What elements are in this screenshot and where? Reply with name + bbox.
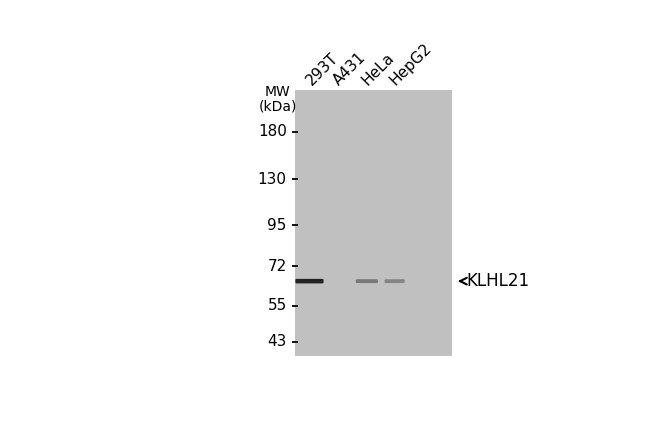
Bar bbox=[295, 89, 452, 356]
Text: 130: 130 bbox=[258, 172, 287, 187]
FancyBboxPatch shape bbox=[385, 279, 405, 283]
Text: 43: 43 bbox=[267, 334, 287, 349]
Text: 95: 95 bbox=[267, 218, 287, 233]
FancyBboxPatch shape bbox=[295, 279, 324, 284]
Text: A431: A431 bbox=[330, 49, 369, 88]
Text: HepG2: HepG2 bbox=[387, 41, 435, 88]
Text: 293T: 293T bbox=[304, 50, 341, 88]
Text: KLHL21: KLHL21 bbox=[467, 272, 530, 290]
Text: MW
(kDa): MW (kDa) bbox=[259, 85, 297, 114]
Text: 72: 72 bbox=[268, 259, 287, 273]
Text: 180: 180 bbox=[258, 124, 287, 139]
Text: 55: 55 bbox=[268, 298, 287, 313]
Text: HeLa: HeLa bbox=[359, 50, 397, 88]
FancyBboxPatch shape bbox=[356, 279, 378, 283]
